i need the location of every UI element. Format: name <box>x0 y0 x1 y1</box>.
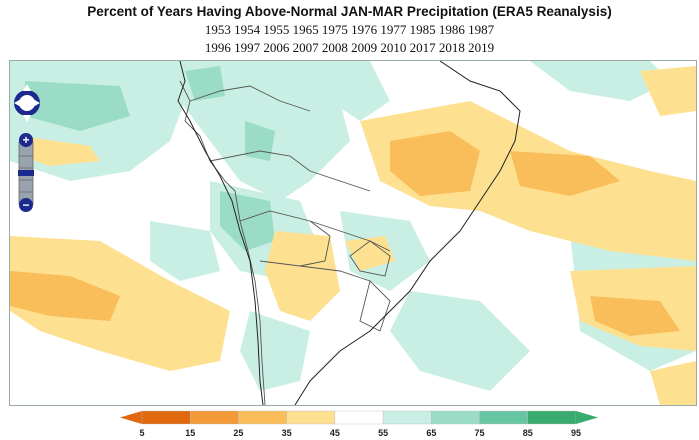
legend-tick-label: 85 <box>523 428 533 438</box>
map-canvas <box>10 61 696 405</box>
legend-tick-label: 45 <box>330 428 340 438</box>
map-title: Percent of Years Having Above-Normal JAN… <box>87 4 612 19</box>
legend-tick-label: 35 <box>282 428 292 438</box>
legend-swatch <box>141 410 191 425</box>
legend-swatch <box>431 410 480 425</box>
legend-tick-label: 55 <box>378 428 388 438</box>
pan-down-icon[interactable] <box>23 115 31 122</box>
zoom-slider-handle[interactable] <box>18 170 34 176</box>
years-line-1: 1953 1954 1955 1965 1975 1976 1977 1985 … <box>204 22 495 37</box>
pan-right-icon[interactable] <box>33 99 40 107</box>
zoom-in-icon: + <box>22 133 29 147</box>
zoom-control[interactable]: + − <box>16 132 36 212</box>
legend-swatch <box>382 410 432 425</box>
precipitation-map[interactable] <box>9 60 697 406</box>
pan-left-icon[interactable] <box>14 99 21 107</box>
pan-control[interactable] <box>12 80 42 126</box>
legend-swatch <box>286 410 336 425</box>
pan-up-icon[interactable] <box>23 84 31 91</box>
legend-tick-label: 5 <box>139 428 144 438</box>
legend-arrow-right <box>576 411 598 424</box>
legend-swatch <box>479 410 528 425</box>
years-line-2: 1996 1997 2006 2007 2008 2009 2010 2017 … <box>204 40 495 55</box>
coastline <box>177 61 521 405</box>
legend-tick-label: 75 <box>475 428 485 438</box>
legend-colorbar: 5 15 25 35 45 55 65 75 85 95 <box>120 410 598 438</box>
legend-swatch <box>190 410 239 425</box>
legend-swatch <box>238 410 287 425</box>
legend-arrow-left <box>120 411 142 424</box>
legend-tick-label: 65 <box>426 428 436 438</box>
country-borders <box>179 80 391 405</box>
legend-tick-label: 15 <box>185 428 195 438</box>
legend-swatch <box>527 410 577 425</box>
zoom-out-button[interactable] <box>19 198 33 212</box>
legend-swatch <box>334 410 384 425</box>
zoom-in-button[interactable] <box>19 133 33 147</box>
pan-center <box>19 95 35 111</box>
dry-regions-medium <box>10 131 680 336</box>
zoom-out-icon: − <box>22 198 29 212</box>
legend-tick-label: 95 <box>571 428 581 438</box>
legend-tick-label: 25 <box>233 428 243 438</box>
wet-regions-medium <box>25 66 275 251</box>
